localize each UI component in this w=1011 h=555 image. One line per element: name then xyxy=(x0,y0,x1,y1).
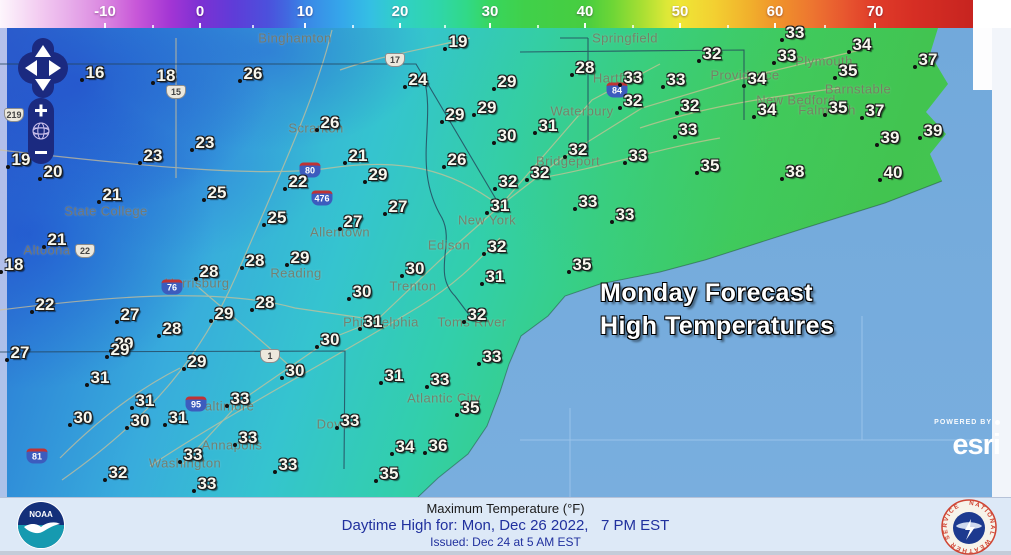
colorbar-minor-tick xyxy=(824,25,826,28)
colorbar-tick-label: 70 xyxy=(866,3,884,20)
zoom-out-button[interactable] xyxy=(35,151,47,154)
noaa-logo-text: NOAA xyxy=(29,510,53,519)
zoom-control[interactable] xyxy=(28,98,54,169)
top-right-spacer xyxy=(973,0,1011,30)
colorbar-tick-label: 60 xyxy=(766,3,784,20)
colorbar-minor-tick xyxy=(151,25,154,28)
right-margin xyxy=(992,28,1011,497)
footer-title: Maximum Temperature (°F) xyxy=(426,501,585,516)
map-title-line1: Monday Forecast xyxy=(600,279,814,307)
colorbar-minor-tick xyxy=(536,25,539,28)
footer-issued-time: Issued: Dec 24 at 5 AM EST xyxy=(430,535,581,549)
esri-dot-icon xyxy=(995,420,1000,426)
colorbar-tick xyxy=(774,23,776,28)
colorbar-tick-label: -10 xyxy=(94,3,116,20)
esri-logo: POWERED BY esri xyxy=(908,414,1001,461)
zoom-in-button[interactable] xyxy=(35,104,47,117)
colorbar-tick-label: 30 xyxy=(481,3,499,20)
map-title-line2: High Temperatures xyxy=(600,312,835,340)
colorbar-tick-label: 0 xyxy=(195,3,205,20)
footer-valid-time: Daytime High for: Mon, Dec 26 2022, 7 PM… xyxy=(341,517,670,534)
colorbar-tick-label: 10 xyxy=(296,3,314,20)
colorbar-tick xyxy=(679,23,681,28)
footer-bar: Maximum Temperature (°F) Daytime High fo… xyxy=(0,497,1011,555)
colorbar-tick xyxy=(399,23,401,28)
pan-down-icon[interactable] xyxy=(35,79,51,91)
map-linework xyxy=(0,29,992,497)
globe-icon[interactable] xyxy=(32,122,50,140)
pan-right-icon[interactable] xyxy=(49,60,61,76)
colorbar-tick xyxy=(874,23,876,28)
temperature-colorbar: -10 0 10 20 30 40 50 60 70 xyxy=(0,0,973,28)
colorbar-tick xyxy=(584,23,586,28)
map-title: Monday Forecast High Temperatures xyxy=(600,277,834,343)
map-edge xyxy=(0,28,7,497)
esri-brand: esri xyxy=(952,429,1001,461)
colorbar-tick-label: 40 xyxy=(576,3,594,20)
powered-by-label: POWERED BY xyxy=(934,419,992,427)
colorbar-tick xyxy=(104,23,106,28)
pan-left-icon[interactable] xyxy=(25,60,37,76)
colorbar-minor-tick xyxy=(351,25,354,28)
colorbar-minor-tick xyxy=(251,25,254,28)
colorbar-tick xyxy=(304,23,306,28)
colorbar-minor-tick xyxy=(726,25,729,28)
noaa-logo: NOAA xyxy=(16,500,66,555)
colorbar-tick-label: 20 xyxy=(391,3,409,20)
colorbar-minor-tick xyxy=(444,25,446,28)
colorbar-tick xyxy=(199,23,201,28)
colorbar-tick xyxy=(489,23,491,28)
pan-control[interactable] xyxy=(18,38,68,103)
pan-up-icon[interactable] xyxy=(35,45,51,57)
map-top-right-mask xyxy=(973,28,992,90)
colorbar-tick-label: 50 xyxy=(671,3,689,20)
colorbar-minor-tick xyxy=(631,25,634,28)
nws-logo: NATIONAL WEATHER SERVICE xyxy=(941,499,997,555)
forecast-map[interactable] xyxy=(0,28,992,497)
